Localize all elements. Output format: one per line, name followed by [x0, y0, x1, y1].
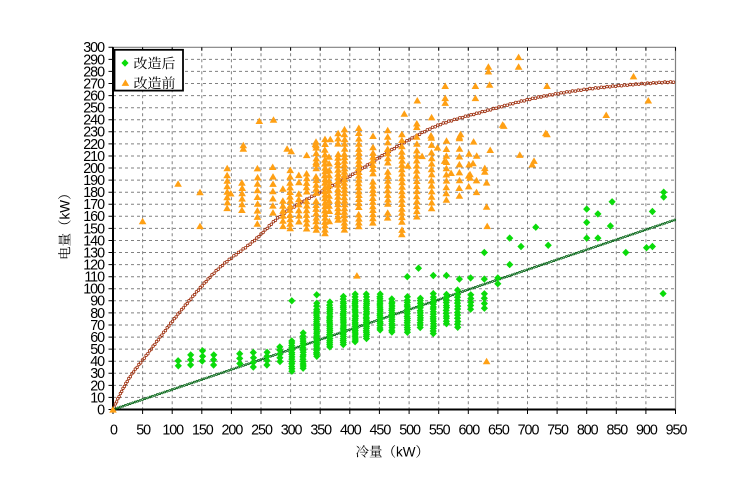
- svg-text:270: 270: [83, 76, 105, 92]
- svg-text:50: 50: [90, 342, 105, 358]
- svg-text:800: 800: [577, 423, 599, 439]
- svg-text:260: 260: [83, 89, 105, 105]
- svg-text:400: 400: [340, 423, 362, 439]
- svg-text:500: 500: [399, 423, 421, 439]
- svg-text:20: 20: [90, 378, 105, 394]
- svg-text:240: 240: [83, 113, 105, 129]
- svg-text:150: 150: [192, 423, 214, 439]
- svg-text:200: 200: [222, 423, 244, 439]
- svg-text:300: 300: [83, 40, 105, 56]
- svg-text:280: 280: [83, 64, 105, 80]
- svg-text:100: 100: [162, 423, 184, 439]
- svg-text:70: 70: [90, 318, 105, 334]
- svg-text:900: 900: [636, 423, 658, 439]
- svg-text:250: 250: [83, 101, 105, 117]
- svg-text:50: 50: [136, 423, 151, 439]
- svg-text:750: 750: [547, 423, 569, 439]
- svg-text:450: 450: [370, 423, 392, 439]
- svg-text:90: 90: [90, 294, 105, 310]
- svg-text:150: 150: [83, 221, 105, 237]
- svg-text:120: 120: [83, 258, 105, 274]
- svg-text:650: 650: [488, 423, 510, 439]
- svg-text:110: 110: [84, 270, 105, 286]
- svg-text:220: 220: [83, 137, 105, 153]
- svg-text:30: 30: [90, 366, 105, 382]
- svg-text:0: 0: [110, 423, 118, 439]
- svg-text:0: 0: [97, 402, 105, 418]
- svg-text:700: 700: [518, 423, 540, 439]
- svg-text:300: 300: [281, 423, 303, 439]
- svg-text:290: 290: [83, 52, 105, 68]
- svg-text:kW: kW: [396, 445, 416, 460]
- svg-text:600: 600: [458, 423, 480, 439]
- svg-text:80: 80: [90, 306, 105, 322]
- svg-text:170: 170: [83, 197, 105, 213]
- svg-text:550: 550: [429, 423, 451, 439]
- svg-text:kW: kW: [58, 200, 73, 220]
- svg-text:850: 850: [606, 423, 628, 439]
- svg-text:230: 230: [83, 125, 105, 141]
- svg-text:950: 950: [666, 423, 688, 439]
- svg-text:200: 200: [83, 161, 105, 177]
- svg-text:40: 40: [90, 354, 105, 370]
- svg-text:180: 180: [83, 185, 105, 201]
- svg-text:210: 210: [83, 149, 105, 165]
- svg-text:100: 100: [83, 282, 105, 298]
- svg-text:140: 140: [83, 233, 105, 249]
- svg-text:60: 60: [90, 330, 105, 346]
- svg-text:350: 350: [310, 423, 332, 439]
- svg-text:250: 250: [251, 423, 273, 439]
- svg-text:160: 160: [83, 209, 105, 225]
- svg-text:130: 130: [83, 245, 105, 261]
- svg-text:190: 190: [83, 173, 105, 189]
- svg-text:10: 10: [90, 390, 105, 406]
